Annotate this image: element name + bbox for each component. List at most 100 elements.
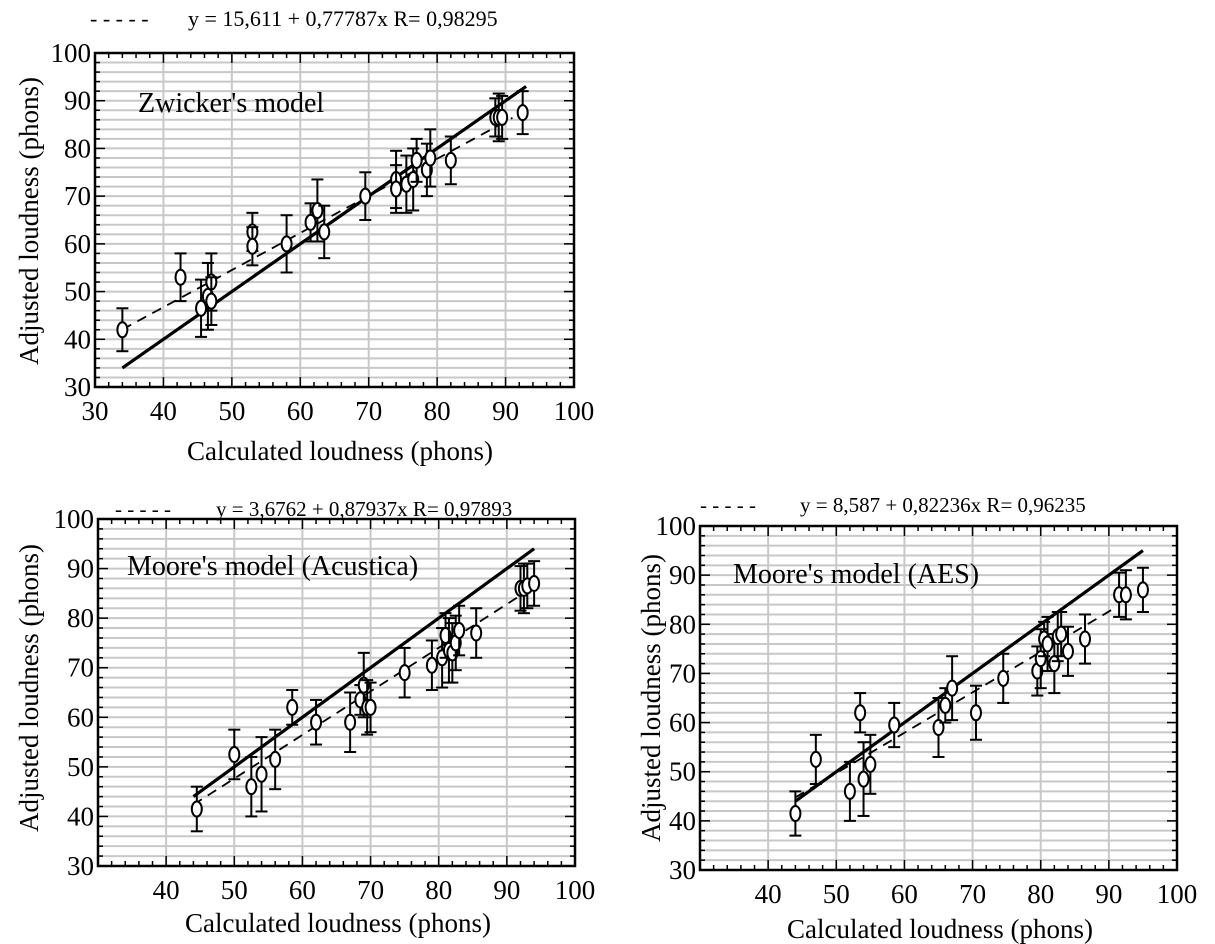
x-tick-label: 80: [425, 875, 452, 905]
y-tick-label: 90: [67, 554, 94, 584]
x-tick-label: 60: [289, 875, 316, 905]
y-tick-label: 80: [64, 133, 91, 163]
data-point-marker: [946, 679, 959, 697]
data-point-marker: [932, 718, 945, 736]
data-point-marker: [255, 765, 268, 783]
data-point-marker: [205, 292, 218, 310]
x-tick-label: 70: [357, 875, 384, 905]
data-point-marker: [286, 698, 299, 716]
data-point-marker: [1119, 586, 1132, 604]
y-tick-label: 40: [669, 806, 696, 836]
plot-frame: [698, 524, 1179, 872]
plot-frame: [93, 51, 576, 389]
x-tick-label: 60: [287, 396, 314, 426]
data-point-marker: [496, 108, 509, 126]
data-point-marker: [1055, 625, 1068, 643]
data-point-marker: [470, 624, 483, 642]
data-point-marker: [1061, 642, 1074, 660]
data-point-marker: [398, 664, 411, 682]
y-tick-label: 30: [669, 855, 696, 885]
data-point-marker: [1136, 581, 1149, 599]
x-axis-label: Calculated loudness (phons): [187, 436, 493, 466]
y-tick-label: 70: [669, 658, 696, 688]
y-tick-label: 100: [54, 504, 95, 534]
data-point-marker: [789, 804, 802, 822]
x-tick-label: 40: [755, 879, 782, 909]
y-tick-label: 40: [64, 324, 91, 354]
x-tick-label: 90: [492, 396, 519, 426]
x-tick-label: 50: [218, 396, 245, 426]
data-points: [190, 560, 541, 833]
plot-axes: 40 50 60 70 80 90 100 30 40 50 60 70 80 90 100: [656, 511, 1198, 909]
data-point-marker: [364, 698, 377, 716]
x-tick-label: 90: [493, 875, 520, 905]
data-point-marker: [453, 622, 466, 640]
data-point-marker: [516, 104, 529, 122]
y-tick-label: 30: [67, 851, 94, 881]
fit-legend-dash: - - - - -: [700, 493, 756, 517]
data-point-marker: [528, 574, 541, 592]
fit-legend-dash: - - - - -: [115, 497, 171, 521]
y-tick-label: 50: [64, 277, 91, 307]
x-tick-label: 100: [1157, 879, 1198, 909]
model-name-label: Zwicker's model: [138, 88, 324, 119]
x-tick-label: 100: [555, 875, 596, 905]
data-point-marker: [190, 800, 203, 818]
y-tick-label: 70: [64, 181, 91, 211]
data-point-marker: [318, 223, 331, 241]
data-point-marker: [310, 713, 323, 731]
y-tick-label: 90: [64, 86, 91, 116]
data-points: [789, 566, 1149, 837]
fit-equation-label: y = 8,587 + 0,82236x R= 0,96235: [800, 493, 1086, 517]
data-point-marker: [280, 235, 293, 253]
y-tick-label: 80: [67, 603, 94, 633]
y-axis-label: Adjusted loudness (phons): [636, 554, 666, 842]
y-tick-label: 70: [67, 653, 94, 683]
y-tick-label: 50: [67, 752, 94, 782]
x-tick-label: 50: [221, 875, 248, 905]
x-tick-label: 40: [150, 396, 177, 426]
y-tick-label: 60: [67, 702, 94, 732]
data-point-marker: [359, 187, 372, 205]
data-point-marker: [228, 745, 241, 763]
y-tick-label: 80: [669, 609, 696, 639]
data-point-marker: [245, 778, 258, 796]
data-point-marker: [390, 180, 403, 198]
x-tick-label: 50: [823, 879, 850, 909]
x-tick-label: 100: [554, 396, 595, 426]
data-point-marker: [195, 299, 208, 317]
data-point-marker: [864, 755, 877, 773]
y-tick-label: 50: [669, 757, 696, 787]
fit-equation-label: y = 3,6762 + 0,87937x R= 0,97893: [216, 497, 512, 521]
y-tick-label: 40: [67, 801, 94, 831]
x-tick-label: 80: [1027, 879, 1054, 909]
data-point-marker: [969, 704, 982, 722]
y-tick-label: 60: [64, 229, 91, 259]
x-tick-label: 80: [424, 396, 451, 426]
fit-equation-label: y = 15,611 + 0,77787x R= 0,98295: [188, 6, 498, 31]
data-points: [116, 90, 529, 353]
data-point-marker: [444, 151, 457, 169]
data-point-marker: [939, 696, 952, 714]
chart-panel-moore-aes: - - - - - y = 8,587 + 0,82236x R= 0,9623…: [636, 493, 1197, 944]
x-tick-label: 70: [355, 396, 382, 426]
x-tick-label: 40: [153, 875, 180, 905]
y-tick-label: 90: [669, 560, 696, 590]
data-point-marker: [843, 782, 856, 800]
x-tick-label: 30: [82, 396, 109, 426]
data-point-marker: [174, 268, 187, 286]
x-tick-label: 70: [959, 879, 986, 909]
chart-panel-moore-acustica: - - - - - y = 3,6762 + 0,87937x R= 0,978…: [14, 497, 595, 938]
data-point-marker: [854, 704, 867, 722]
data-point-marker: [269, 750, 282, 768]
plot-axes: 30 40 50 60 70 80 90 100 30 40 50 60 70 80 90 100: [51, 38, 595, 426]
y-tick-label: 100: [656, 511, 697, 541]
x-axis-label: Calculated loudness (phons): [787, 914, 1093, 944]
plot-frame: [96, 517, 577, 868]
x-axis-label: Calculated loudness (phons): [185, 908, 491, 938]
x-tick-label: 90: [1095, 879, 1122, 909]
identity-line: [794, 549, 1144, 803]
data-point-marker: [246, 237, 259, 255]
y-tick-label: 60: [669, 708, 696, 738]
